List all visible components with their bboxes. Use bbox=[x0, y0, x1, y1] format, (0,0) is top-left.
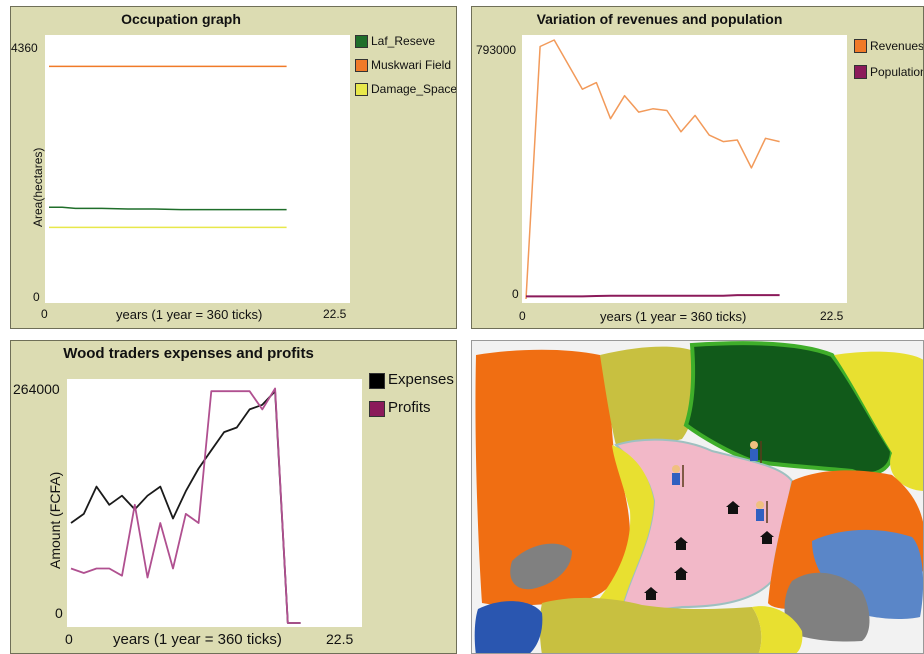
house-icon bbox=[760, 531, 774, 544]
occupation-ytick-max: 4360 bbox=[11, 41, 38, 55]
legend-swatch bbox=[355, 83, 368, 96]
house-icon bbox=[674, 567, 688, 580]
occupation-chart-svg bbox=[49, 65, 287, 229]
occupation-xtick-min: 0 bbox=[41, 307, 48, 321]
wood-traders-ytick-max: 264000 bbox=[13, 381, 60, 397]
map-rock-west bbox=[510, 543, 572, 590]
revenues-population-title: Variation of revenues and population bbox=[536, 11, 783, 27]
legend-swatch bbox=[369, 373, 385, 389]
revenues-ytick-min: 0 bbox=[512, 287, 519, 301]
revenues-plot-area bbox=[522, 35, 847, 303]
house-icon bbox=[726, 501, 740, 514]
revenues-xtick-max: 22.5 bbox=[820, 309, 844, 323]
map-field-yellow-east bbox=[834, 351, 923, 491]
farmer-icon bbox=[756, 501, 768, 523]
wood-traders-panel: Wood traders expenses and profits 264000… bbox=[10, 340, 457, 654]
legend-label: Revenues bbox=[870, 39, 924, 53]
landscape-map bbox=[472, 341, 923, 653]
wood-traders-ylabel: Amount (FCFA) bbox=[47, 471, 63, 569]
occupation-xlabel: years (1 year = 360 ticks) bbox=[116, 307, 263, 322]
occupation-xtick-max: 22.5 bbox=[323, 307, 347, 321]
revenues-xtick-min: 0 bbox=[519, 309, 526, 323]
legend-swatch bbox=[355, 35, 368, 48]
revenues-ytick-max: 793000 bbox=[476, 43, 517, 57]
map-field-olive-south bbox=[539, 597, 762, 653]
legend-swatch bbox=[854, 39, 867, 53]
map-field-yellow-south bbox=[752, 606, 803, 653]
map-field-yellow-strip bbox=[596, 445, 654, 608]
wood-traders-ytick-min: 0 bbox=[55, 605, 63, 621]
wood-traders-title: Wood traders expenses and profits bbox=[63, 345, 314, 362]
map-lake-west bbox=[474, 601, 543, 653]
revenues-xlabel: years (1 year = 360 ticks) bbox=[600, 309, 747, 324]
house-icon bbox=[674, 537, 688, 550]
legend-label: Expenses bbox=[388, 371, 454, 388]
map-field-orange-west bbox=[475, 349, 631, 606]
map-rock-east bbox=[784, 572, 870, 642]
legend-label: Damage_Space bbox=[371, 82, 457, 96]
farmer-icon bbox=[750, 441, 762, 463]
map-field-olive-north bbox=[600, 346, 698, 445]
occupation-plot-area bbox=[45, 35, 350, 303]
wood-traders-xlabel: years (1 year = 360 ticks) bbox=[113, 631, 282, 648]
series-line-laf-reseve bbox=[49, 206, 287, 211]
legend-label: Profits bbox=[388, 399, 431, 416]
wood-traders-xtick-max: 22.5 bbox=[326, 631, 354, 647]
revenues-population-panel: Variation of revenues and population 793… bbox=[471, 6, 924, 329]
legend-swatch bbox=[369, 401, 385, 417]
legend-swatch bbox=[854, 65, 867, 79]
occupation-ylabel: Area(hectares) bbox=[31, 147, 45, 227]
landscape-map-panel bbox=[471, 340, 924, 654]
legend-label: Population bbox=[870, 65, 924, 79]
legend-swatch bbox=[355, 59, 368, 72]
wood-traders-plot-area bbox=[67, 379, 362, 627]
revenues-chart-svg bbox=[525, 39, 780, 300]
legend-label: Laf_Reseve bbox=[371, 34, 436, 48]
farmer-icon bbox=[672, 465, 684, 487]
wood-traders-xtick-min: 0 bbox=[65, 631, 73, 647]
house-icon bbox=[644, 587, 658, 600]
series-line-revenues bbox=[525, 39, 780, 300]
series-line-expenses bbox=[70, 390, 301, 624]
wood-traders-chart-svg bbox=[70, 387, 301, 624]
occupation-graph-panel: Occupation graph 4360 0 Area(hectares) 0… bbox=[10, 6, 457, 329]
series-line-population bbox=[526, 294, 780, 298]
occupation-ytick-min: 0 bbox=[33, 290, 40, 304]
occupation-graph-title: Occupation graph bbox=[121, 11, 241, 27]
legend-label: Muskwari Field bbox=[371, 58, 452, 72]
series-line-profits bbox=[70, 387, 301, 624]
